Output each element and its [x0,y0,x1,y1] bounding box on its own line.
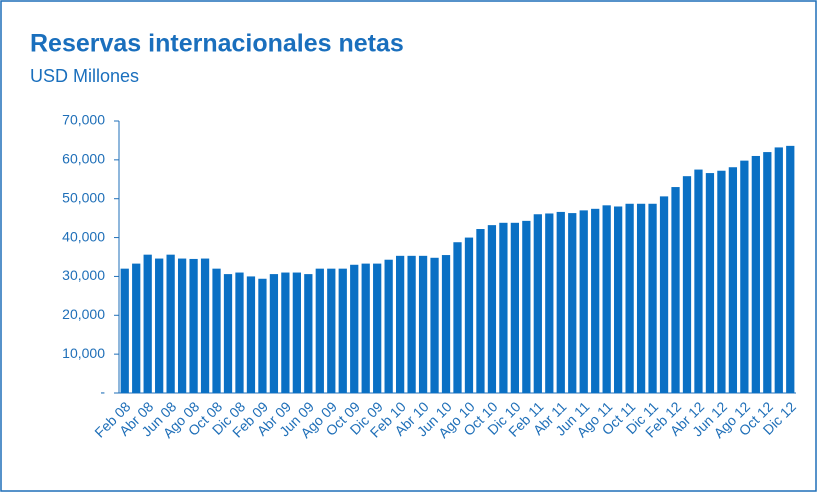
bar [418,255,428,393]
bar [258,278,267,393]
bar [751,155,760,393]
bar [453,242,462,393]
bar [602,205,611,393]
bar [304,274,313,393]
bar [510,222,520,393]
bar [132,263,141,393]
y-tick-label: 20,000 [62,306,105,322]
bar [120,268,129,393]
y-tick-label: 10,000 [62,345,105,361]
bar [636,203,646,393]
bar [705,173,715,393]
bar [384,259,393,393]
bar [155,258,164,393]
bar [200,258,210,393]
bar [648,203,657,393]
y-tick-label: - [100,384,105,400]
y-tick-label: 60,000 [62,151,105,167]
bar [476,229,485,393]
bar [441,255,451,393]
bar [292,272,301,393]
bar [464,237,474,393]
bar [694,169,703,393]
bar [499,222,508,393]
bar [659,196,669,393]
bar [545,213,554,393]
bar [269,274,279,393]
bar [487,225,497,393]
bar [671,187,680,393]
chart-subtitle: USD Millones [30,66,139,86]
bar [177,258,187,393]
bar [235,272,244,393]
bar [728,167,738,393]
bar [522,220,531,393]
bar [281,272,290,393]
bar [556,211,565,393]
bar [625,203,634,393]
bar [212,268,221,393]
bar [591,208,600,393]
bar [614,206,623,393]
bar [350,264,359,393]
bar [786,145,795,393]
bar [166,254,175,393]
bar [740,160,749,393]
bar [373,263,382,393]
y-tick-label: 70,000 [62,112,105,128]
bar [568,213,577,393]
bar [430,257,439,393]
bar [717,170,726,393]
bar [395,255,405,393]
bar [223,274,233,393]
bar [189,258,198,393]
bar [327,268,336,393]
y-tick-label: 40,000 [62,228,105,244]
bar [407,255,416,393]
bar [361,263,370,393]
bar [143,254,152,393]
bar [246,276,256,393]
bar [533,214,542,393]
bar [682,176,692,393]
bar [579,210,588,393]
bar [774,147,783,393]
bar [763,152,772,393]
chart-title: Reservas internacionales netas [30,30,404,58]
bar [338,268,347,393]
y-tick-label: 50,000 [62,189,105,205]
bar [315,268,324,393]
y-tick-label: 30,000 [62,267,105,283]
